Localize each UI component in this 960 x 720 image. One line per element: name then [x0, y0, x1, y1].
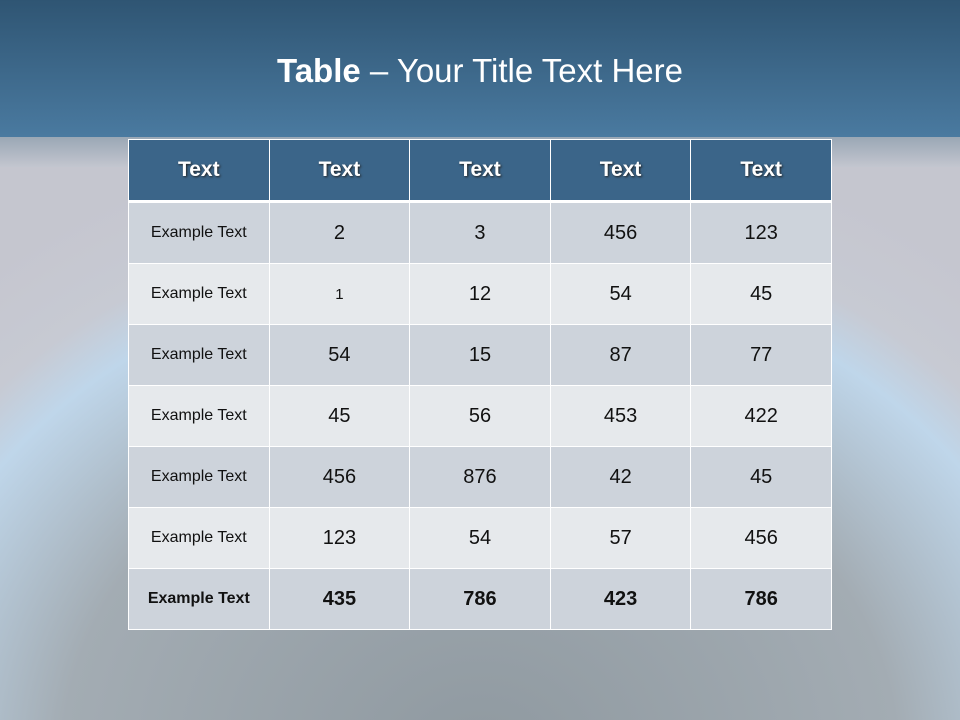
row-label-cell: Example Text: [128, 568, 270, 630]
value-cell: 54: [268, 324, 411, 386]
value-cell: 456: [549, 201, 692, 264]
column-header: Text: [268, 139, 411, 203]
value-cell: 2: [268, 201, 411, 264]
column-header: Text: [549, 139, 692, 203]
title-rest: – Your Title Text Here: [360, 52, 683, 89]
table-row: Example Text 123 54 57 456: [128, 507, 832, 569]
table-row: Example Text 45 56 453 422: [128, 385, 832, 447]
value-cell: 123: [268, 507, 411, 569]
slide-title: Table – Your Title Text Here: [0, 52, 960, 90]
row-label-cell: Example Text: [128, 446, 270, 508]
value-cell: 45: [690, 263, 832, 325]
value-cell: 435: [268, 568, 411, 630]
column-header: Text: [690, 139, 832, 203]
value-cell: 456: [690, 507, 832, 569]
table-header-row: Text Text Text Text Text: [128, 139, 832, 203]
value-cell: 123: [690, 201, 832, 264]
value-cell: 422: [690, 385, 832, 447]
column-header: Text: [128, 139, 270, 203]
value-cell: 45: [690, 446, 832, 508]
value-cell: 3: [409, 201, 551, 264]
value-cell: 1: [268, 263, 411, 325]
value-cell: 54: [549, 263, 692, 325]
table-row: Example Text 435 786 423 786: [128, 568, 832, 630]
value-cell: 12: [409, 263, 551, 325]
value-cell: 56: [409, 385, 551, 447]
table-row: Example Text 456 876 42 45: [128, 446, 832, 508]
value-cell: 42: [549, 446, 692, 508]
title-bold: Table: [277, 52, 361, 89]
row-label-cell: Example Text: [128, 385, 270, 447]
value-cell: 423: [549, 568, 692, 630]
row-label-cell: Example Text: [128, 324, 270, 386]
value-cell: 87: [549, 324, 692, 386]
value-cell: 453: [549, 385, 692, 447]
value-cell: 77: [690, 324, 832, 386]
value-cell: 456: [268, 446, 411, 508]
row-label-cell: Example Text: [128, 201, 270, 264]
value-cell: 45: [268, 385, 411, 447]
table-row: Example Text 2 3 456 123: [128, 201, 832, 264]
table-row: Example Text 1 12 54 45: [128, 263, 832, 325]
value-cell: 786: [409, 568, 551, 630]
value-cell: 57: [549, 507, 692, 569]
value-cell: 786: [690, 568, 832, 630]
value-cell: 15: [409, 324, 551, 386]
value-cell: 54: [409, 507, 551, 569]
value-cell: 876: [409, 446, 551, 508]
table-row: Example Text 54 15 87 77: [128, 324, 832, 386]
row-label-cell: Example Text: [128, 507, 270, 569]
column-header: Text: [409, 139, 551, 203]
row-label-cell: Example Text: [128, 263, 270, 325]
title-band: [0, 0, 960, 137]
data-table: Text Text Text Text Text Example Text 2 3 4…: [128, 139, 832, 630]
